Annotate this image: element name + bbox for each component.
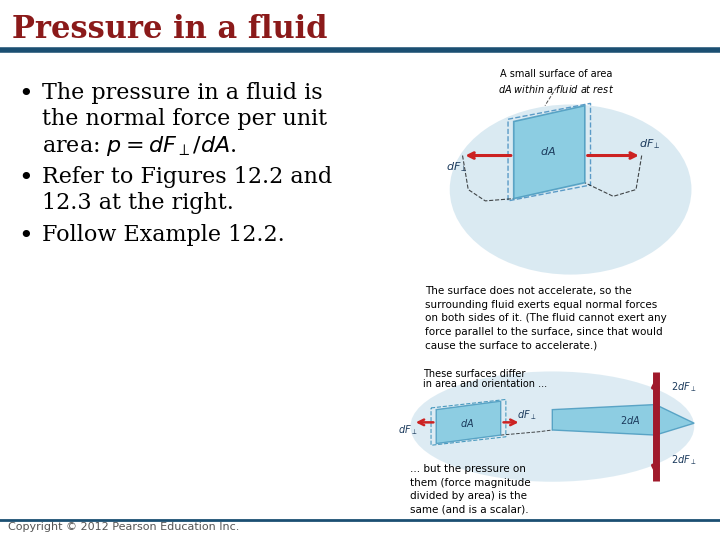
Text: $dF_{\perp}$: $dF_{\perp}$ <box>446 160 468 174</box>
Text: the normal force per unit: the normal force per unit <box>42 108 327 130</box>
Text: These surfaces differ: These surfaces differ <box>423 369 526 379</box>
Text: $2dF_{\perp}$: $2dF_{\perp}$ <box>671 381 697 394</box>
Ellipse shape <box>410 372 694 482</box>
Text: 12.3 at the right.: 12.3 at the right. <box>42 192 234 214</box>
Polygon shape <box>552 404 694 435</box>
Text: •: • <box>18 166 32 190</box>
Text: $dF_{\perp}$: $dF_{\perp}$ <box>639 137 661 151</box>
Text: $dA$: $dA$ <box>540 145 556 157</box>
Text: •: • <box>18 82 32 106</box>
Text: $dA$: $dA$ <box>460 417 474 429</box>
Text: $dF_{\perp}$: $dF_{\perp}$ <box>517 408 536 422</box>
Text: $dA$ within a fluid at rest: $dA$ within a fluid at rest <box>498 83 614 95</box>
Text: The pressure in a fluid is: The pressure in a fluid is <box>42 82 323 104</box>
Text: A small surface of area: A small surface of area <box>500 69 613 79</box>
Polygon shape <box>436 401 500 443</box>
Text: Copyright © 2012 Pearson Education Inc.: Copyright © 2012 Pearson Education Inc. <box>8 522 239 532</box>
Text: •: • <box>18 224 32 248</box>
Text: The surface does not accelerate, so the
surrounding fluid exerts equal normal fo: The surface does not accelerate, so the … <box>425 286 667 350</box>
Text: Follow Example 12.2.: Follow Example 12.2. <box>42 224 284 246</box>
Text: area: $p = dF_{\perp}/dA$.: area: $p = dF_{\perp}/dA$. <box>42 134 237 158</box>
Text: $dF_{\perp}$: $dF_{\perp}$ <box>398 423 418 437</box>
Polygon shape <box>514 106 585 199</box>
Text: $2dF_{\perp}$: $2dF_{\perp}$ <box>671 454 697 468</box>
Text: $2dA$: $2dA$ <box>619 414 640 426</box>
Text: in area and orientation ...: in area and orientation ... <box>423 379 547 389</box>
Text: ... but the pressure on
them (force magnitude
divided by area) is the
same (and : ... but the pressure on them (force magn… <box>410 464 531 514</box>
Text: Refer to Figures 12.2 and: Refer to Figures 12.2 and <box>42 166 332 188</box>
Text: Pressure in a fluid: Pressure in a fluid <box>12 15 328 45</box>
Ellipse shape <box>450 104 691 274</box>
